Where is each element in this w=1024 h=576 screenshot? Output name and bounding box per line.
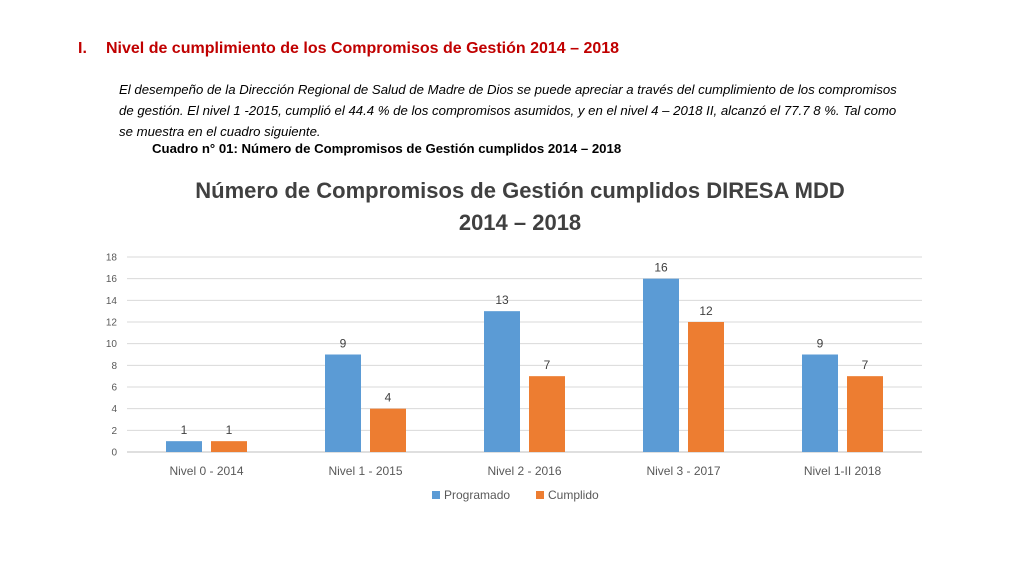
x-tick-label: Nivel 2 - 2016	[487, 464, 561, 478]
chart-title-line-2: 2014 – 2018	[459, 210, 581, 235]
bar-cumplido	[211, 441, 247, 452]
y-tick-label: 14	[106, 296, 118, 307]
bar-programado	[643, 278, 679, 452]
bar-programado	[325, 354, 361, 452]
x-tick-label: Nivel 1-II 2018	[804, 464, 882, 478]
data-label: 7	[544, 358, 551, 372]
bar-cumplido	[847, 376, 883, 452]
x-tick-label: Nivel 3 - 2017	[646, 464, 720, 478]
description-paragraph: El desempeño de la Dirección Regional de…	[119, 79, 919, 142]
x-tick-label: Nivel 1 - 2015	[328, 464, 402, 478]
data-label: 12	[699, 304, 713, 318]
data-label: 4	[385, 391, 392, 405]
y-tick-label: 16	[106, 274, 118, 285]
y-tick-label: 10	[106, 339, 118, 350]
table-caption: Cuadro n° 01: Número de Compromisos de G…	[152, 141, 622, 156]
paragraph-line: de gestión. El nivel 1 -2015, cumplió el…	[119, 103, 897, 118]
data-label: 9	[340, 337, 347, 351]
bar-cumplido	[688, 322, 724, 452]
bar-programado	[802, 354, 838, 452]
bar-cumplido	[370, 408, 406, 452]
legend-swatch-programado	[432, 491, 440, 499]
section-number: I.	[78, 40, 87, 57]
section-title: Nivel de cumplimiento de los Compromisos…	[106, 40, 620, 57]
legend-swatch-cumplido	[536, 491, 544, 499]
x-tick-label: Nivel 0 - 2014	[169, 464, 243, 478]
y-tick-label: 18	[106, 253, 118, 264]
data-label: 7	[862, 358, 869, 372]
data-label: 13	[495, 293, 509, 307]
y-tick-label: 0	[111, 448, 117, 459]
paragraph-line: se muestra en el cuadro siguiente.	[119, 124, 321, 139]
y-tick-label: 4	[111, 404, 117, 415]
y-tick-label: 6	[111, 383, 117, 394]
bar-programado	[484, 311, 520, 452]
legend-label-programado: Programado	[444, 488, 510, 502]
paragraph-line: El desempeño de la Dirección Regional de…	[119, 82, 897, 97]
y-tick-label: 12	[106, 318, 118, 329]
bar-cumplido	[529, 376, 565, 452]
data-label: 16	[654, 261, 668, 275]
chart-title-line-1: Número de Compromisos de Gestión cumplid…	[195, 178, 844, 203]
bar-programado	[166, 441, 202, 452]
data-label: 9	[817, 337, 824, 351]
y-tick-label: 8	[111, 361, 117, 372]
section-heading: I. Nivel de cumplimiento de los Compromis…	[78, 40, 619, 58]
y-tick-label: 2	[111, 426, 117, 437]
data-label: 1	[226, 423, 233, 437]
legend-label-cumplido: Cumplido	[548, 488, 599, 502]
data-label: 1	[181, 423, 188, 437]
